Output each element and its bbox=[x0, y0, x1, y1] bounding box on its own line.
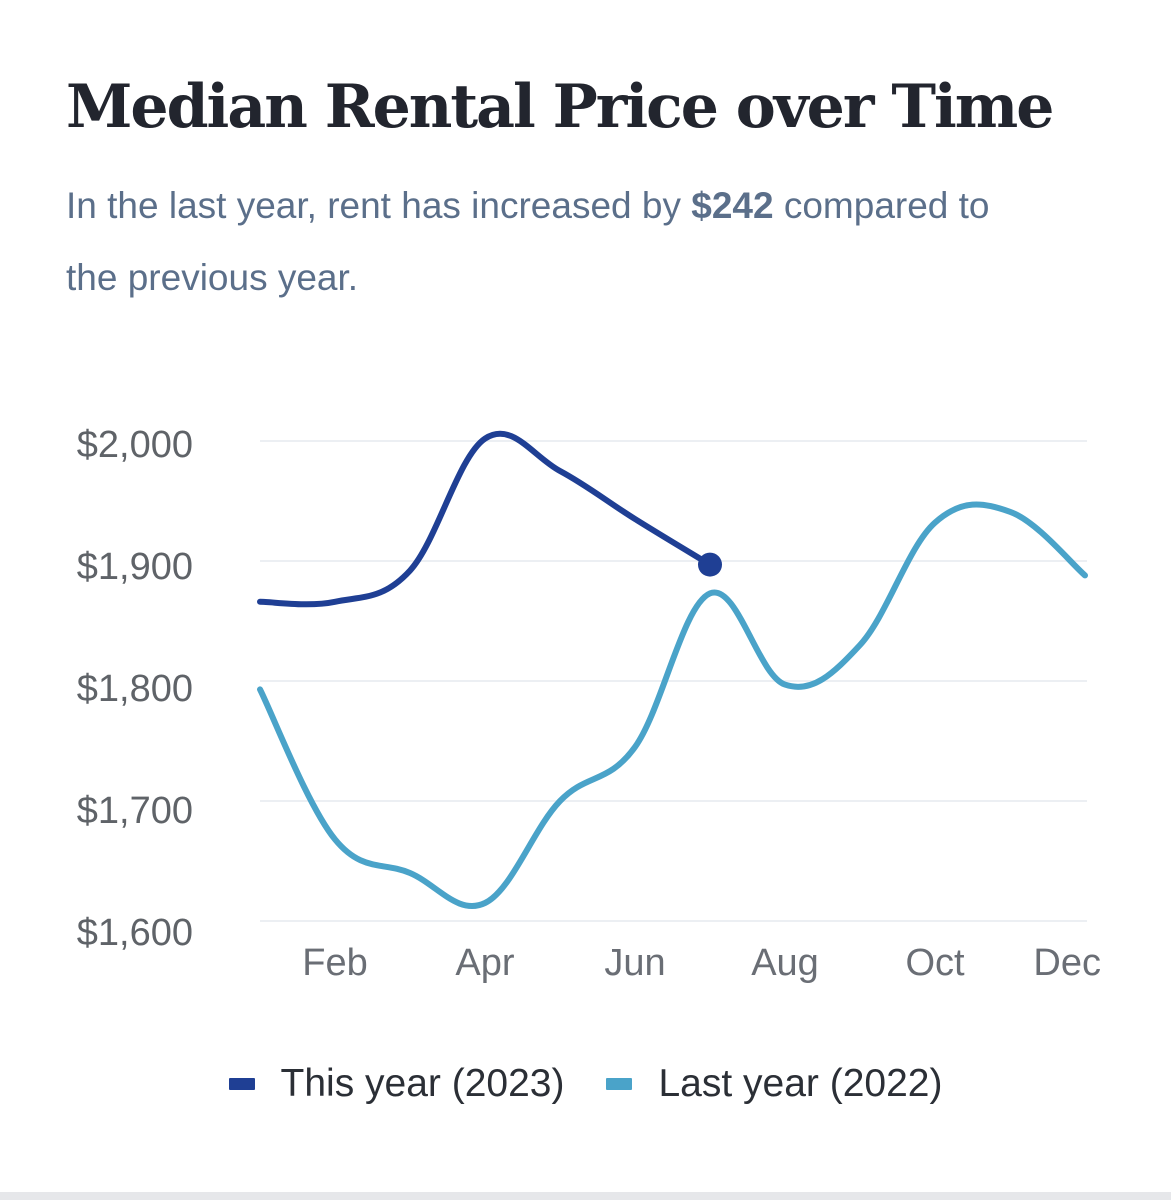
legend-swatch-this-year bbox=[228, 1078, 255, 1090]
bottom-divider bbox=[0, 1192, 1171, 1200]
data-point bbox=[557, 468, 563, 474]
data-point bbox=[632, 744, 638, 750]
data-point bbox=[482, 436, 488, 442]
data-point bbox=[557, 798, 563, 804]
y-tick-label: $1,700 bbox=[77, 790, 193, 832]
y-axis-ticks: $1,600 $1,700 $1,800 $1,900 $2,000 bbox=[77, 424, 193, 954]
current-value-marker[interactable] bbox=[698, 552, 722, 577]
y-tick-label: $1,600 bbox=[77, 912, 193, 954]
x-axis-ticks: Feb Apr Jun Aug Oct Dec bbox=[302, 942, 1101, 984]
chart-legend: This year (2023) Last year (2022) bbox=[0, 1062, 1171, 1106]
subtitle-suffix: compared to the previous year. bbox=[66, 185, 990, 298]
data-point bbox=[932, 520, 938, 526]
data-point bbox=[707, 590, 713, 596]
rent-increase-amount: $242 bbox=[691, 185, 774, 226]
data-point bbox=[1007, 509, 1013, 515]
data-point bbox=[407, 568, 413, 574]
data-point bbox=[857, 642, 863, 648]
y-tick-label: $1,900 bbox=[77, 546, 193, 588]
x-tick-label: Apr bbox=[455, 942, 514, 984]
legend-swatch-last-year bbox=[606, 1078, 633, 1090]
x-tick-label: Feb bbox=[302, 942, 367, 984]
chart-subtitle: In the last year, rent has increased by … bbox=[66, 170, 1046, 314]
data-point bbox=[482, 900, 488, 906]
data-point bbox=[332, 836, 338, 842]
legend-label-this-year: This year (2023) bbox=[280, 1062, 565, 1105]
legend-label-last-year: Last year (2022) bbox=[658, 1062, 943, 1105]
legend-item-this-year[interactable]: This year (2023) bbox=[228, 1062, 565, 1106]
series-lines bbox=[257, 430, 1088, 909]
x-tick-label: Jun bbox=[604, 942, 665, 984]
data-point bbox=[407, 870, 413, 876]
data-point bbox=[257, 599, 263, 605]
subtitle-prefix: In the last year, rent has increased by bbox=[66, 185, 692, 226]
data-point bbox=[632, 516, 638, 522]
y-tick-label: $2,000 bbox=[77, 424, 193, 466]
x-tick-label: Oct bbox=[905, 942, 965, 984]
data-point bbox=[782, 682, 788, 688]
series-line-last-year bbox=[257, 501, 1088, 909]
x-tick-label: Dec bbox=[1033, 942, 1101, 984]
data-point bbox=[257, 686, 263, 692]
grid-lines bbox=[260, 440, 1087, 922]
chart-title: Median Rental Price over Time bbox=[66, 72, 1054, 142]
data-point bbox=[332, 599, 338, 605]
data-point bbox=[1082, 572, 1088, 578]
y-tick-label: $1,800 bbox=[77, 668, 193, 710]
series-line-this-year bbox=[257, 430, 713, 608]
x-tick-label: Aug bbox=[751, 942, 819, 984]
legend-item-last-year[interactable]: Last year (2022) bbox=[606, 1062, 942, 1106]
